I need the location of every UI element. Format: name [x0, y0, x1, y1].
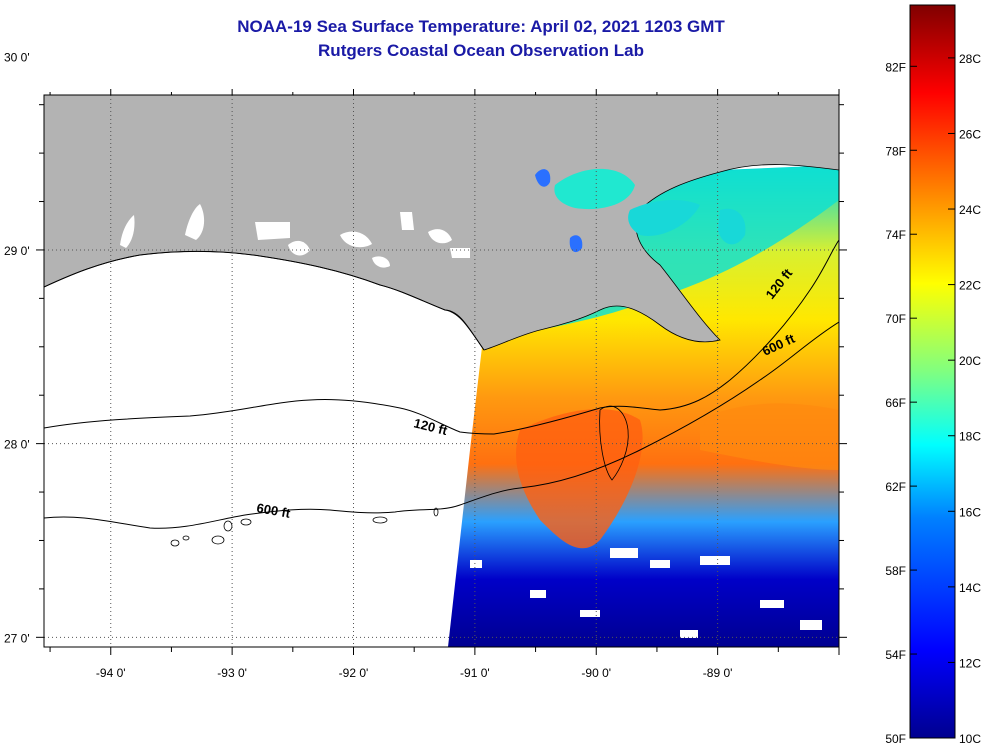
colorbar-celsius-label: 14C: [959, 581, 981, 595]
longitude-label: -89 0': [703, 666, 733, 680]
contour-label-600ft-west: 600 ft: [255, 500, 292, 521]
colorbar-celsius-label: 24C: [959, 203, 981, 217]
colorbar-fahrenheit-label: 74F: [885, 228, 906, 242]
colorbar-ticks: [910, 57, 955, 739]
colorbar-fahrenheit-label: 78F: [885, 144, 906, 158]
contour-120ft-west: [44, 239, 839, 435]
colorbar-celsius-label: 26C: [959, 127, 981, 141]
map-frame: [43, 94, 840, 648]
cloud-patches: [470, 548, 822, 638]
longitude-labels: -94 0' -93 0' -92 0' -91 0' -90 0' -89 0': [96, 666, 733, 680]
colorbar-fahrenheit-label: 82F: [885, 60, 906, 74]
lakes: [120, 204, 470, 268]
latitude-labels: 30 0' 29 0' 28 0' 27 0': [4, 50, 30, 645]
longitude-label: -91 0': [460, 666, 490, 680]
contour-small-loops: [170, 507, 439, 547]
latitude-label: 30 0': [4, 50, 30, 64]
contour-600ft: [44, 321, 839, 529]
latitude-label: 29 0': [4, 244, 30, 258]
colorbar-fahrenheit-label: 62F: [885, 480, 906, 494]
longitude-label: -90 0': [581, 666, 611, 680]
longitude-label: -93 0': [217, 666, 247, 680]
latitude-label: 27 0': [4, 631, 30, 645]
colorbar-celsius-labels: 28C 26C 24C 22C 20C 18C 16C 14C 12C 10C: [959, 52, 981, 746]
contour-offshore-loop: [599, 405, 629, 481]
longitude-label: -92 0': [339, 666, 369, 680]
colorbar: [909, 4, 956, 739]
colorbar-celsius-label: 12C: [959, 656, 981, 670]
colorbar-fahrenheit-label: 58F: [885, 564, 906, 578]
colorbar-fahrenheit-labels: 82F 78F 74F 70F 66F 62F 58F 54F 50F: [885, 60, 906, 746]
colorbar-fahrenheit-label: 66F: [885, 396, 906, 410]
coastline: [44, 250, 485, 351]
colorbar-celsius-label: 18C: [959, 430, 981, 444]
latitude-label: 28 0': [4, 438, 30, 452]
colorbar-fahrenheit-label: 54F: [885, 648, 906, 662]
colorbar-celsius-label: 28C: [959, 52, 981, 66]
longitude-label: -94 0': [96, 666, 126, 680]
colorbar-celsius-label: 20C: [959, 354, 981, 368]
warm-core: [516, 409, 643, 549]
delta-waters: [535, 168, 746, 253]
warm-east: [700, 403, 839, 470]
colorbar-celsius-label: 22C: [959, 279, 981, 293]
colorbar-fahrenheit-label: 50F: [885, 732, 906, 746]
grid-lines: [44, 95, 839, 647]
axis-ticks: [36, 89, 847, 655]
map-title: NOAA-19 Sea Surface Temperature: April 0…: [237, 17, 725, 36]
colorbar-celsius-label: 10C: [959, 732, 981, 746]
colorbar-fahrenheit-label: 70F: [885, 312, 906, 326]
colorbar-celsius-label: 16C: [959, 505, 981, 519]
map-subtitle: Rutgers Coastal Ocean Observation Lab: [318, 41, 644, 60]
